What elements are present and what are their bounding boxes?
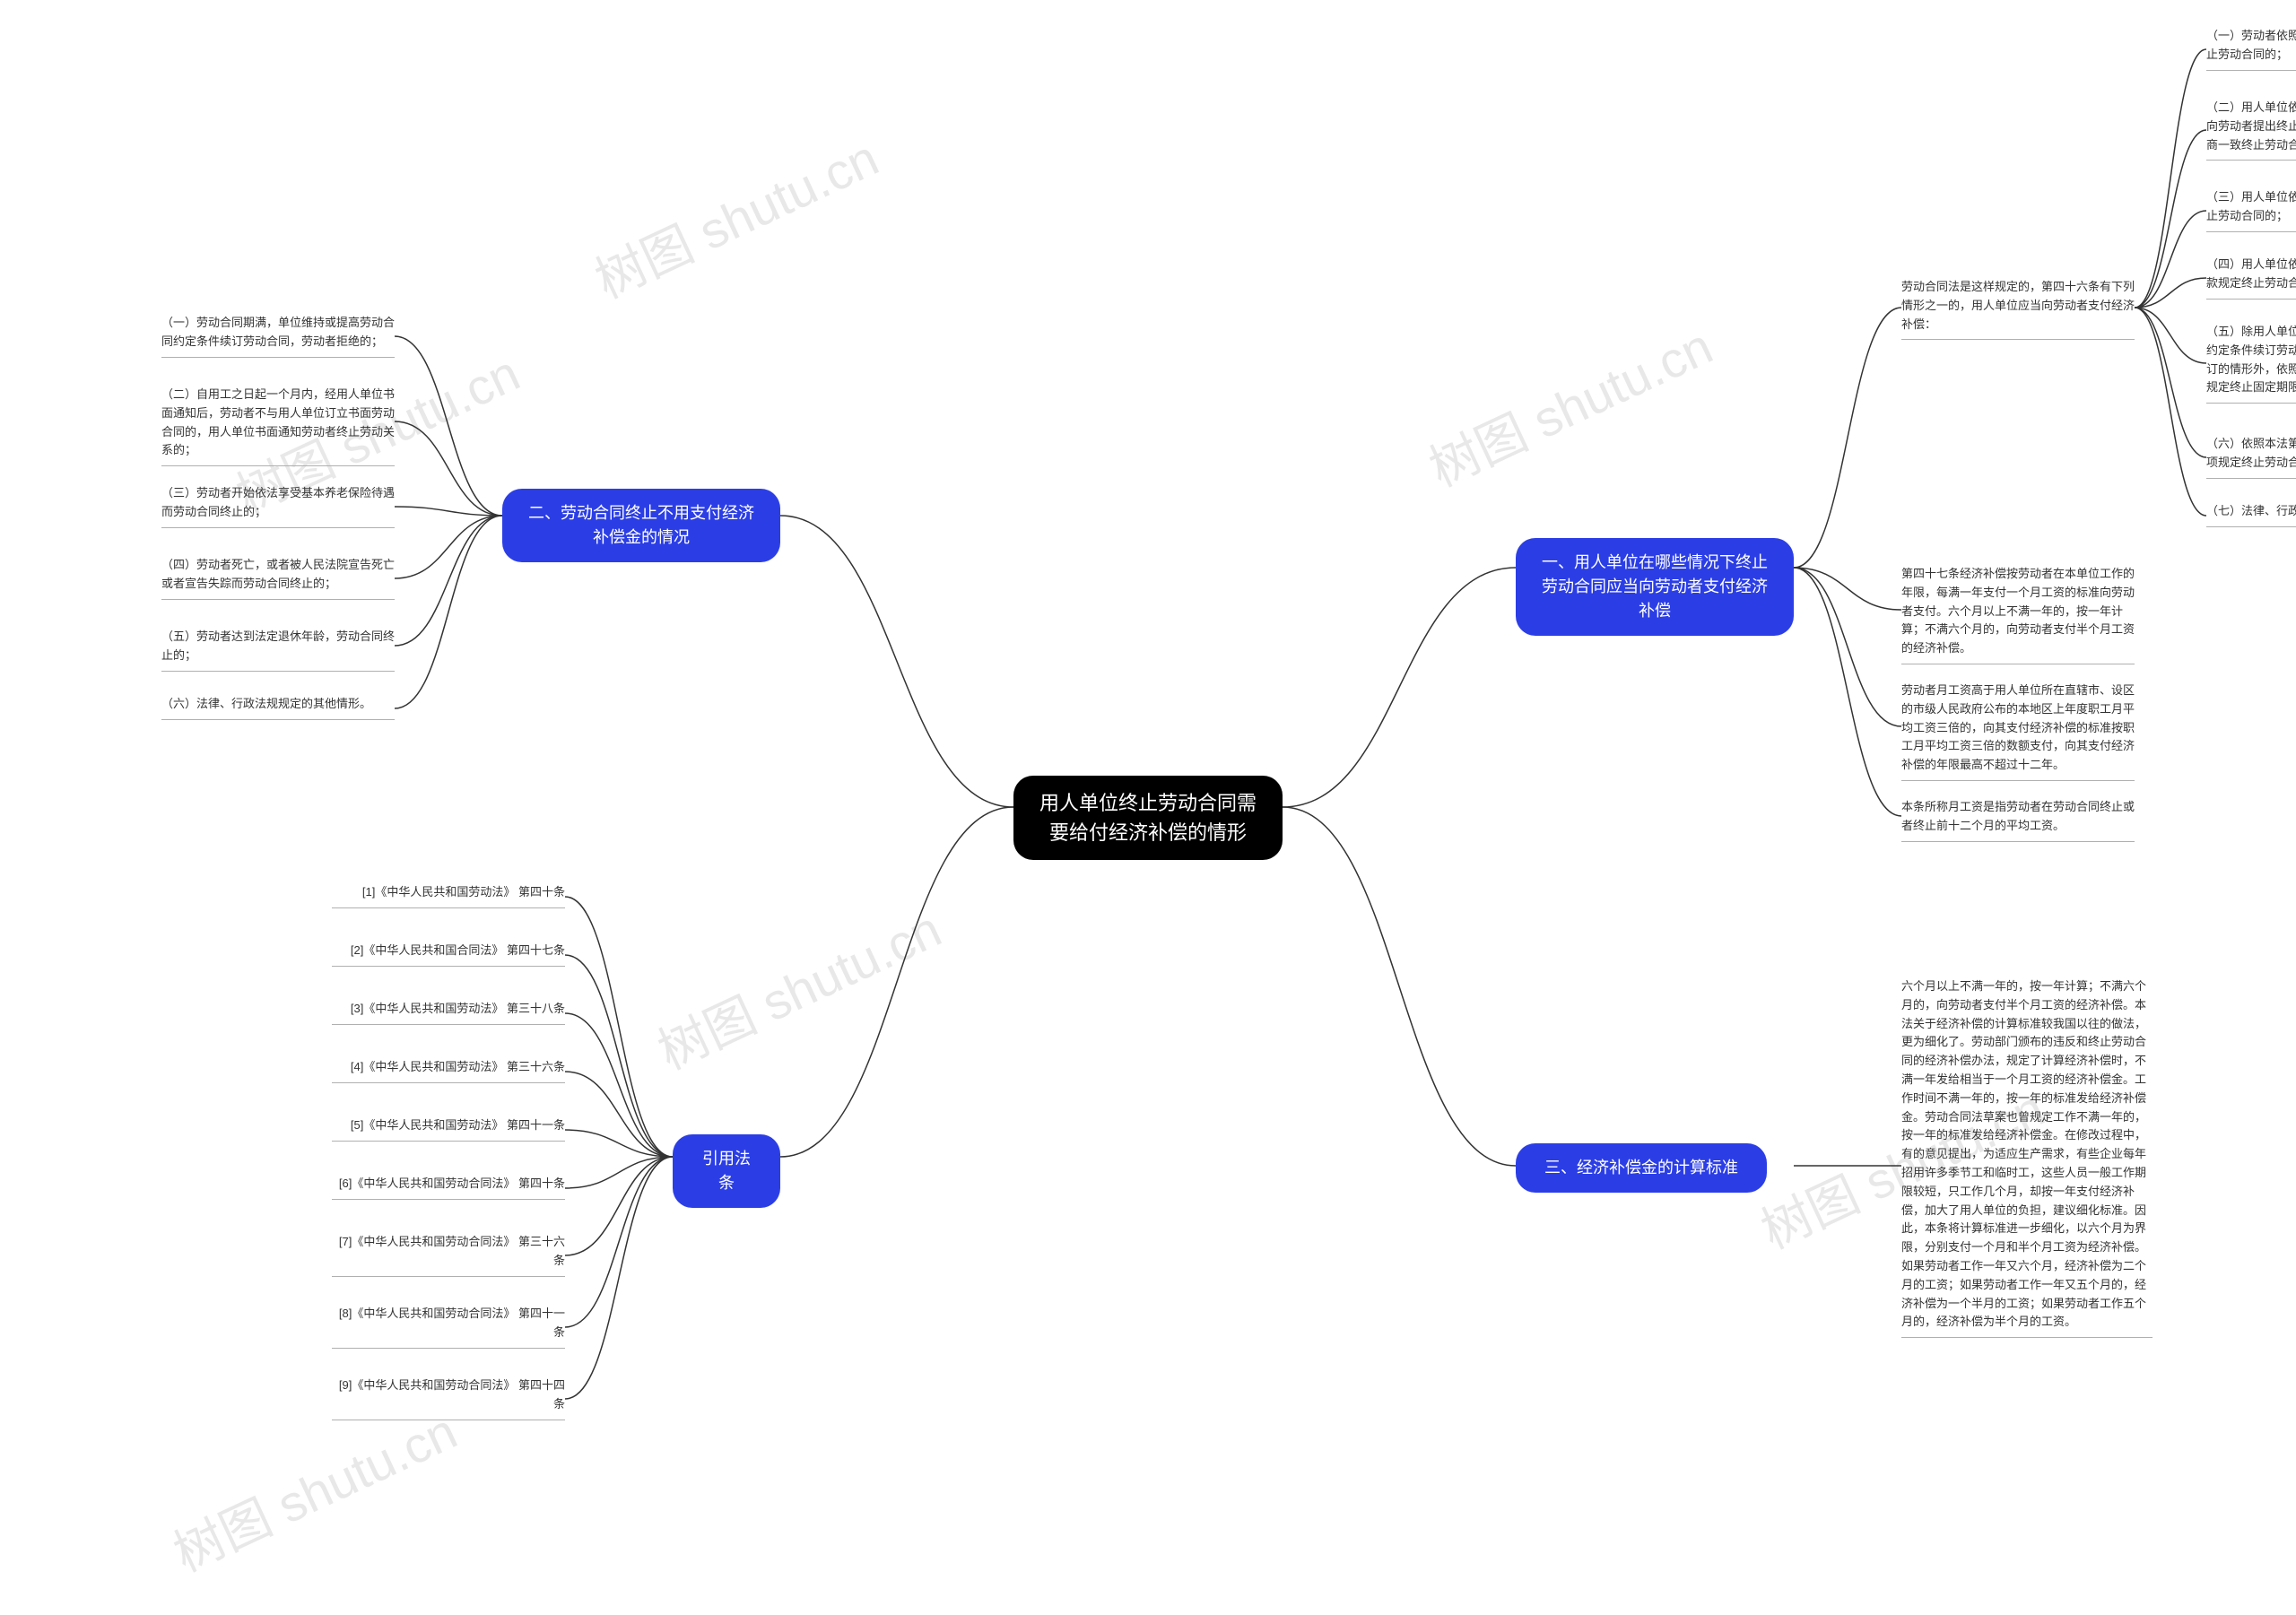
leaf-b4-c1: [1]《中华人民共和国劳动法》 第四十条 (332, 883, 565, 908)
leaf-b1-c1-s7: （七）法律、行政法规规定的其他情形。 (2206, 502, 2296, 527)
leaf-b2-c2: （二）自用工之日起一个月内，经用人单位书面通知后，劳动者不与用人单位订立书面劳动… (161, 386, 395, 466)
leaf-b1-c3: 劳动者月工资高于用人单位所在直辖市、设区的市级人民政府公布的本地区上年度职工月平… (1901, 682, 2135, 781)
leaf-b2-c3: （三）劳动者开始依法享受基本养老保险待遇而劳动合同终止的； (161, 484, 395, 528)
leaf-b3-c1: 六个月以上不满一年的，按一年计算；不满六个月的，向劳动者支付半个月工资的经济补偿… (1901, 977, 2152, 1338)
leaf-b1-c1-s1: （一）劳动者依照本法第三十八条规定终止劳动合同的； (2206, 27, 2296, 71)
leaf-b4-c7: [7]《中华人民共和国劳动合同法》 第三十六条 (332, 1233, 565, 1277)
leaf-b1-c1-s4: （四）用人单位依照本法第四十一条第一款规定终止劳动合同的； (2206, 256, 2296, 300)
leaf-b4-c6: [6]《中华人民共和国劳动合同法》 第四十条 (332, 1175, 565, 1200)
leaf-b1-c1-s5: （五）除用人单位维持或者提高劳动合同约定条件续订劳动合同，劳动者不同意续订的情形… (2206, 323, 2296, 404)
branch-2[interactable]: 二、劳动合同终止不用支付经济补偿金的情况 (502, 489, 780, 562)
branch-3[interactable]: 三、经济补偿金的计算标准 (1516, 1143, 1767, 1193)
leaf-b4-c4: [4]《中华人民共和国劳动法》 第三十六条 (332, 1058, 565, 1083)
branch-1[interactable]: 一、用人单位在哪些情况下终止劳动合同应当向劳动者支付经济补偿 (1516, 538, 1794, 636)
leaf-b1-c1-s3: （三）用人单位依照本法第四十条规定终止劳动合同的； (2206, 188, 2296, 232)
leaf-b4-c3: [3]《中华人民共和国劳动法》 第三十八条 (332, 1000, 565, 1025)
leaf-b2-c4: （四）劳动者死亡，或者被人民法院宣告死亡或者宣告失踪而劳动合同终止的； (161, 556, 395, 600)
leaf-b1-c4: 本条所称月工资是指劳动者在劳动合同终止或者终止前十二个月的平均工资。 (1901, 798, 2135, 842)
leaf-b1-c1: 劳动合同法是这样规定的，第四十六条有下列情形之一的，用人单位应当向劳动者支付经济… (1901, 278, 2135, 340)
mindmap-center[interactable]: 用人单位终止劳动合同需要给付经济补偿的情形 (1013, 776, 1283, 860)
leaf-b1-c1-s2: （二）用人单位依照本法第三十六条规定向劳动者提出终止劳动合同并与劳动者协商一致终… (2206, 99, 2296, 161)
leaf-b1-c2: 第四十七条经济补偿按劳动者在本单位工作的年限，每满一年支付一个月工资的标准向劳动… (1901, 565, 2135, 664)
watermark: 树图 shutu.cn (1416, 307, 1723, 501)
watermark: 树图 shutu.cn (582, 118, 889, 313)
leaf-b4-c8: [8]《中华人民共和国劳动合同法》 第四十一条 (332, 1305, 565, 1349)
branch-4[interactable]: 引用法条 (673, 1134, 780, 1208)
leaf-b1-c1-s6: （六）依照本法第四十四条第四项、第五项规定终止劳动合同的； (2206, 435, 2296, 479)
leaf-b2-c1: （一）劳动合同期满，单位维持或提高劳动合同约定条件续订劳动合同，劳动者拒绝的； (161, 314, 395, 358)
leaf-b4-c9: [9]《中华人民共和国劳动合同法》 第四十四条 (332, 1376, 565, 1420)
watermark: 树图 shutu.cn (645, 890, 952, 1084)
leaf-b2-c6: （六）法律、行政法规规定的其他情形。 (161, 695, 395, 720)
leaf-b2-c5: （五）劳动者达到法定退休年龄，劳动合同终止的； (161, 628, 395, 672)
watermark: 树图 shutu.cn (161, 1392, 467, 1586)
leaf-b4-c2: [2]《中华人民共和国合同法》 第四十七条 (332, 942, 565, 967)
leaf-b4-c5: [5]《中华人民共和国劳动法》 第四十一条 (332, 1116, 565, 1142)
